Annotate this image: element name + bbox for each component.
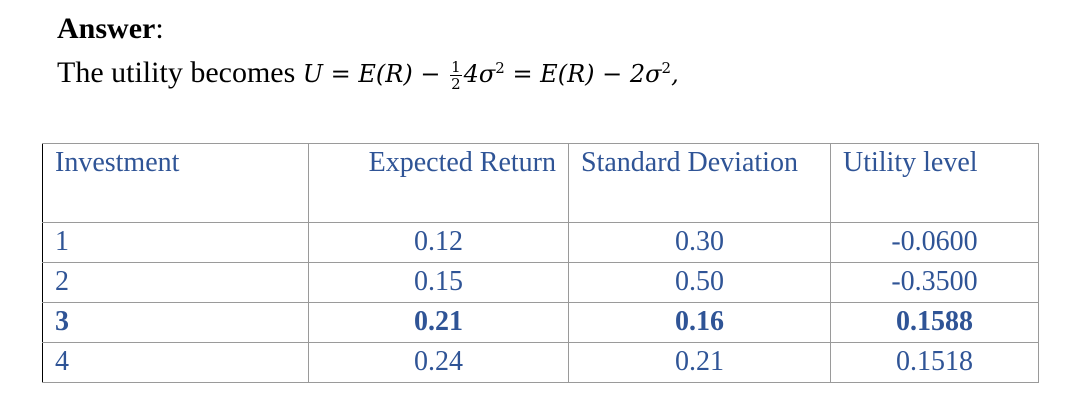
- table-cell: 0.12: [308, 222, 569, 263]
- header-row: Investment Expected Return Standard Deviat…: [42, 143, 1039, 223]
- table-body: 1 0.12 0.30 -0.0600 2 0.15 0.50 -0.3500 3 0.21 0.1…: [42, 222, 1039, 383]
- answer-label: Answer: [57, 12, 156, 45]
- table-cell: 0.1518: [830, 342, 1039, 383]
- table-row: 1 0.12 0.30 -0.0600: [42, 222, 1039, 263]
- table-cell: -0.3500: [830, 262, 1039, 303]
- header-cell: Expected Return: [308, 143, 569, 223]
- answer-heading: Answer:: [57, 12, 164, 46]
- table-cell: 0.15: [308, 262, 569, 303]
- header-cell: Standard Deviation: [568, 143, 831, 223]
- table-cell: 1: [42, 222, 309, 263]
- superscript: 2: [661, 59, 672, 77]
- formula-mid: 4σ: [463, 60, 496, 88]
- table-cell: 0.21: [568, 342, 831, 383]
- table-cell: 0.24: [308, 342, 569, 383]
- answer-colon: :: [155, 12, 164, 45]
- table-cell: 4: [42, 342, 309, 383]
- header-cell: Utility level: [830, 143, 1039, 223]
- formula-end: ,: [671, 60, 679, 88]
- table-cell: 2: [42, 262, 309, 303]
- table-cell: 0.16: [568, 302, 831, 343]
- superscript: 2: [495, 59, 505, 77]
- table-cell: 3: [42, 302, 309, 343]
- formula-rhs: = E(R) − 2σ: [504, 60, 662, 88]
- utility-line: The utility becomes U = E(R) − 1 2 4σ2 = E…: [57, 56, 679, 92]
- table-row: 3 0.21 0.16 0.1588: [42, 302, 1039, 343]
- table-cell: 0.30: [568, 222, 831, 263]
- table-row: 2 0.15 0.50 -0.3500: [42, 262, 1039, 303]
- table-cell: -0.0600: [830, 222, 1039, 263]
- utility-table: Investment Expected Return Standard Deviat…: [42, 143, 1039, 383]
- table-cell: 0.21: [308, 302, 569, 343]
- formula: U = E(R) − 1 2 4σ2 = E(R) − 2σ2,: [302, 59, 679, 92]
- table-cell: 0.50: [568, 262, 831, 303]
- formula-lhs: U = E(R) −: [302, 60, 449, 88]
- intro-text: The utility becomes: [57, 56, 303, 89]
- fraction-num: 1: [450, 58, 462, 76]
- table-row: 4 0.24 0.21 0.1518: [42, 342, 1039, 383]
- fraction-den: 2: [451, 75, 461, 93]
- header-cell: Investment: [42, 143, 309, 223]
- table-cell: 0.1588: [830, 302, 1039, 343]
